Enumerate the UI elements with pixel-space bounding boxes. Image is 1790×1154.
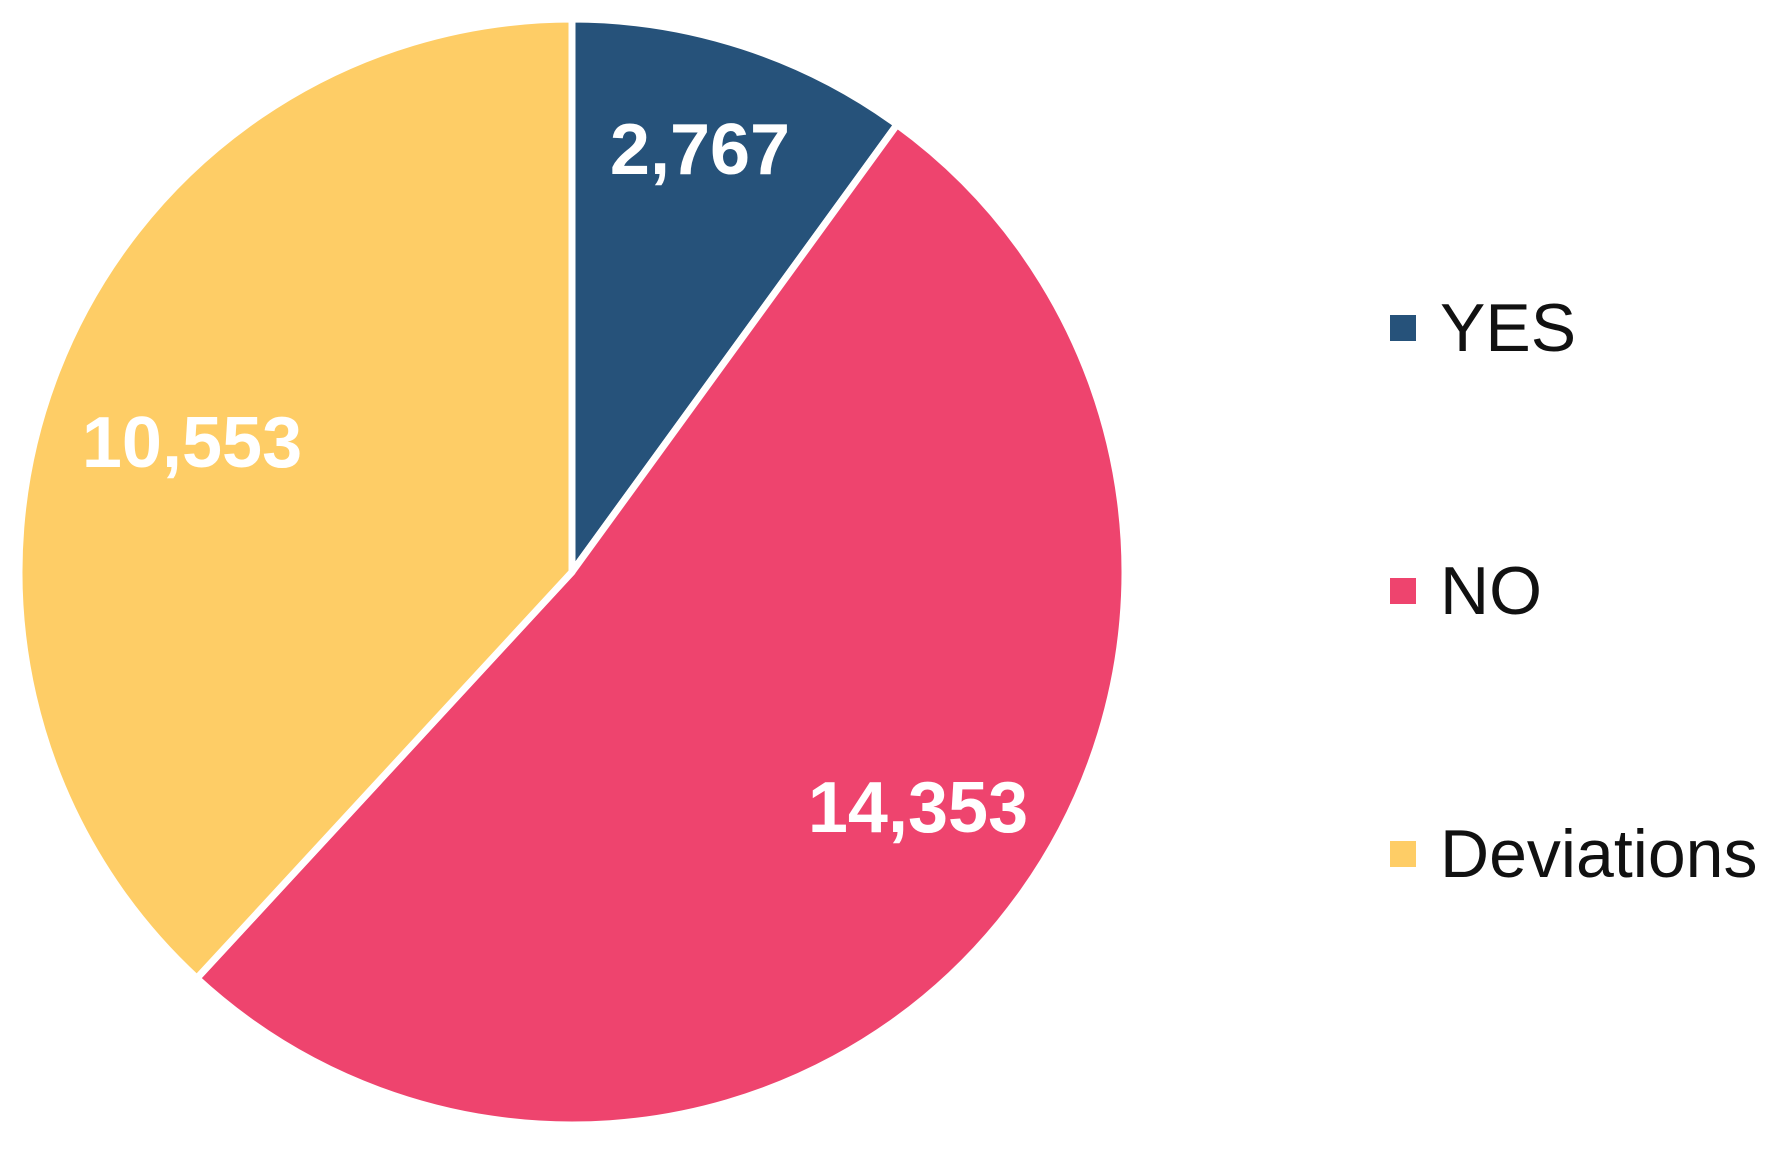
legend-swatch-yes [1390, 315, 1416, 341]
legend-swatch-deviations [1390, 841, 1416, 867]
legend-swatch-no [1390, 578, 1416, 604]
pie-slice-no [193, 121, 1129, 1129]
pie-slice-labels: 2,767 14,353 10,553 [82, 110, 1028, 848]
pie-slices [15, 15, 1129, 1129]
data-label-yes: 2,767 [610, 110, 790, 190]
legend-label-deviations: Deviations [1440, 816, 1758, 892]
pie-slice-yes [568, 15, 901, 576]
data-label-deviations: 10,553 [82, 403, 302, 483]
legend: YES NO Deviations [1390, 290, 1758, 892]
legend-label-yes: YES [1440, 290, 1576, 366]
data-label-no: 14,353 [808, 768, 1028, 848]
pie-slice-deviations [15, 15, 576, 982]
legend-label-no: NO [1440, 553, 1542, 629]
